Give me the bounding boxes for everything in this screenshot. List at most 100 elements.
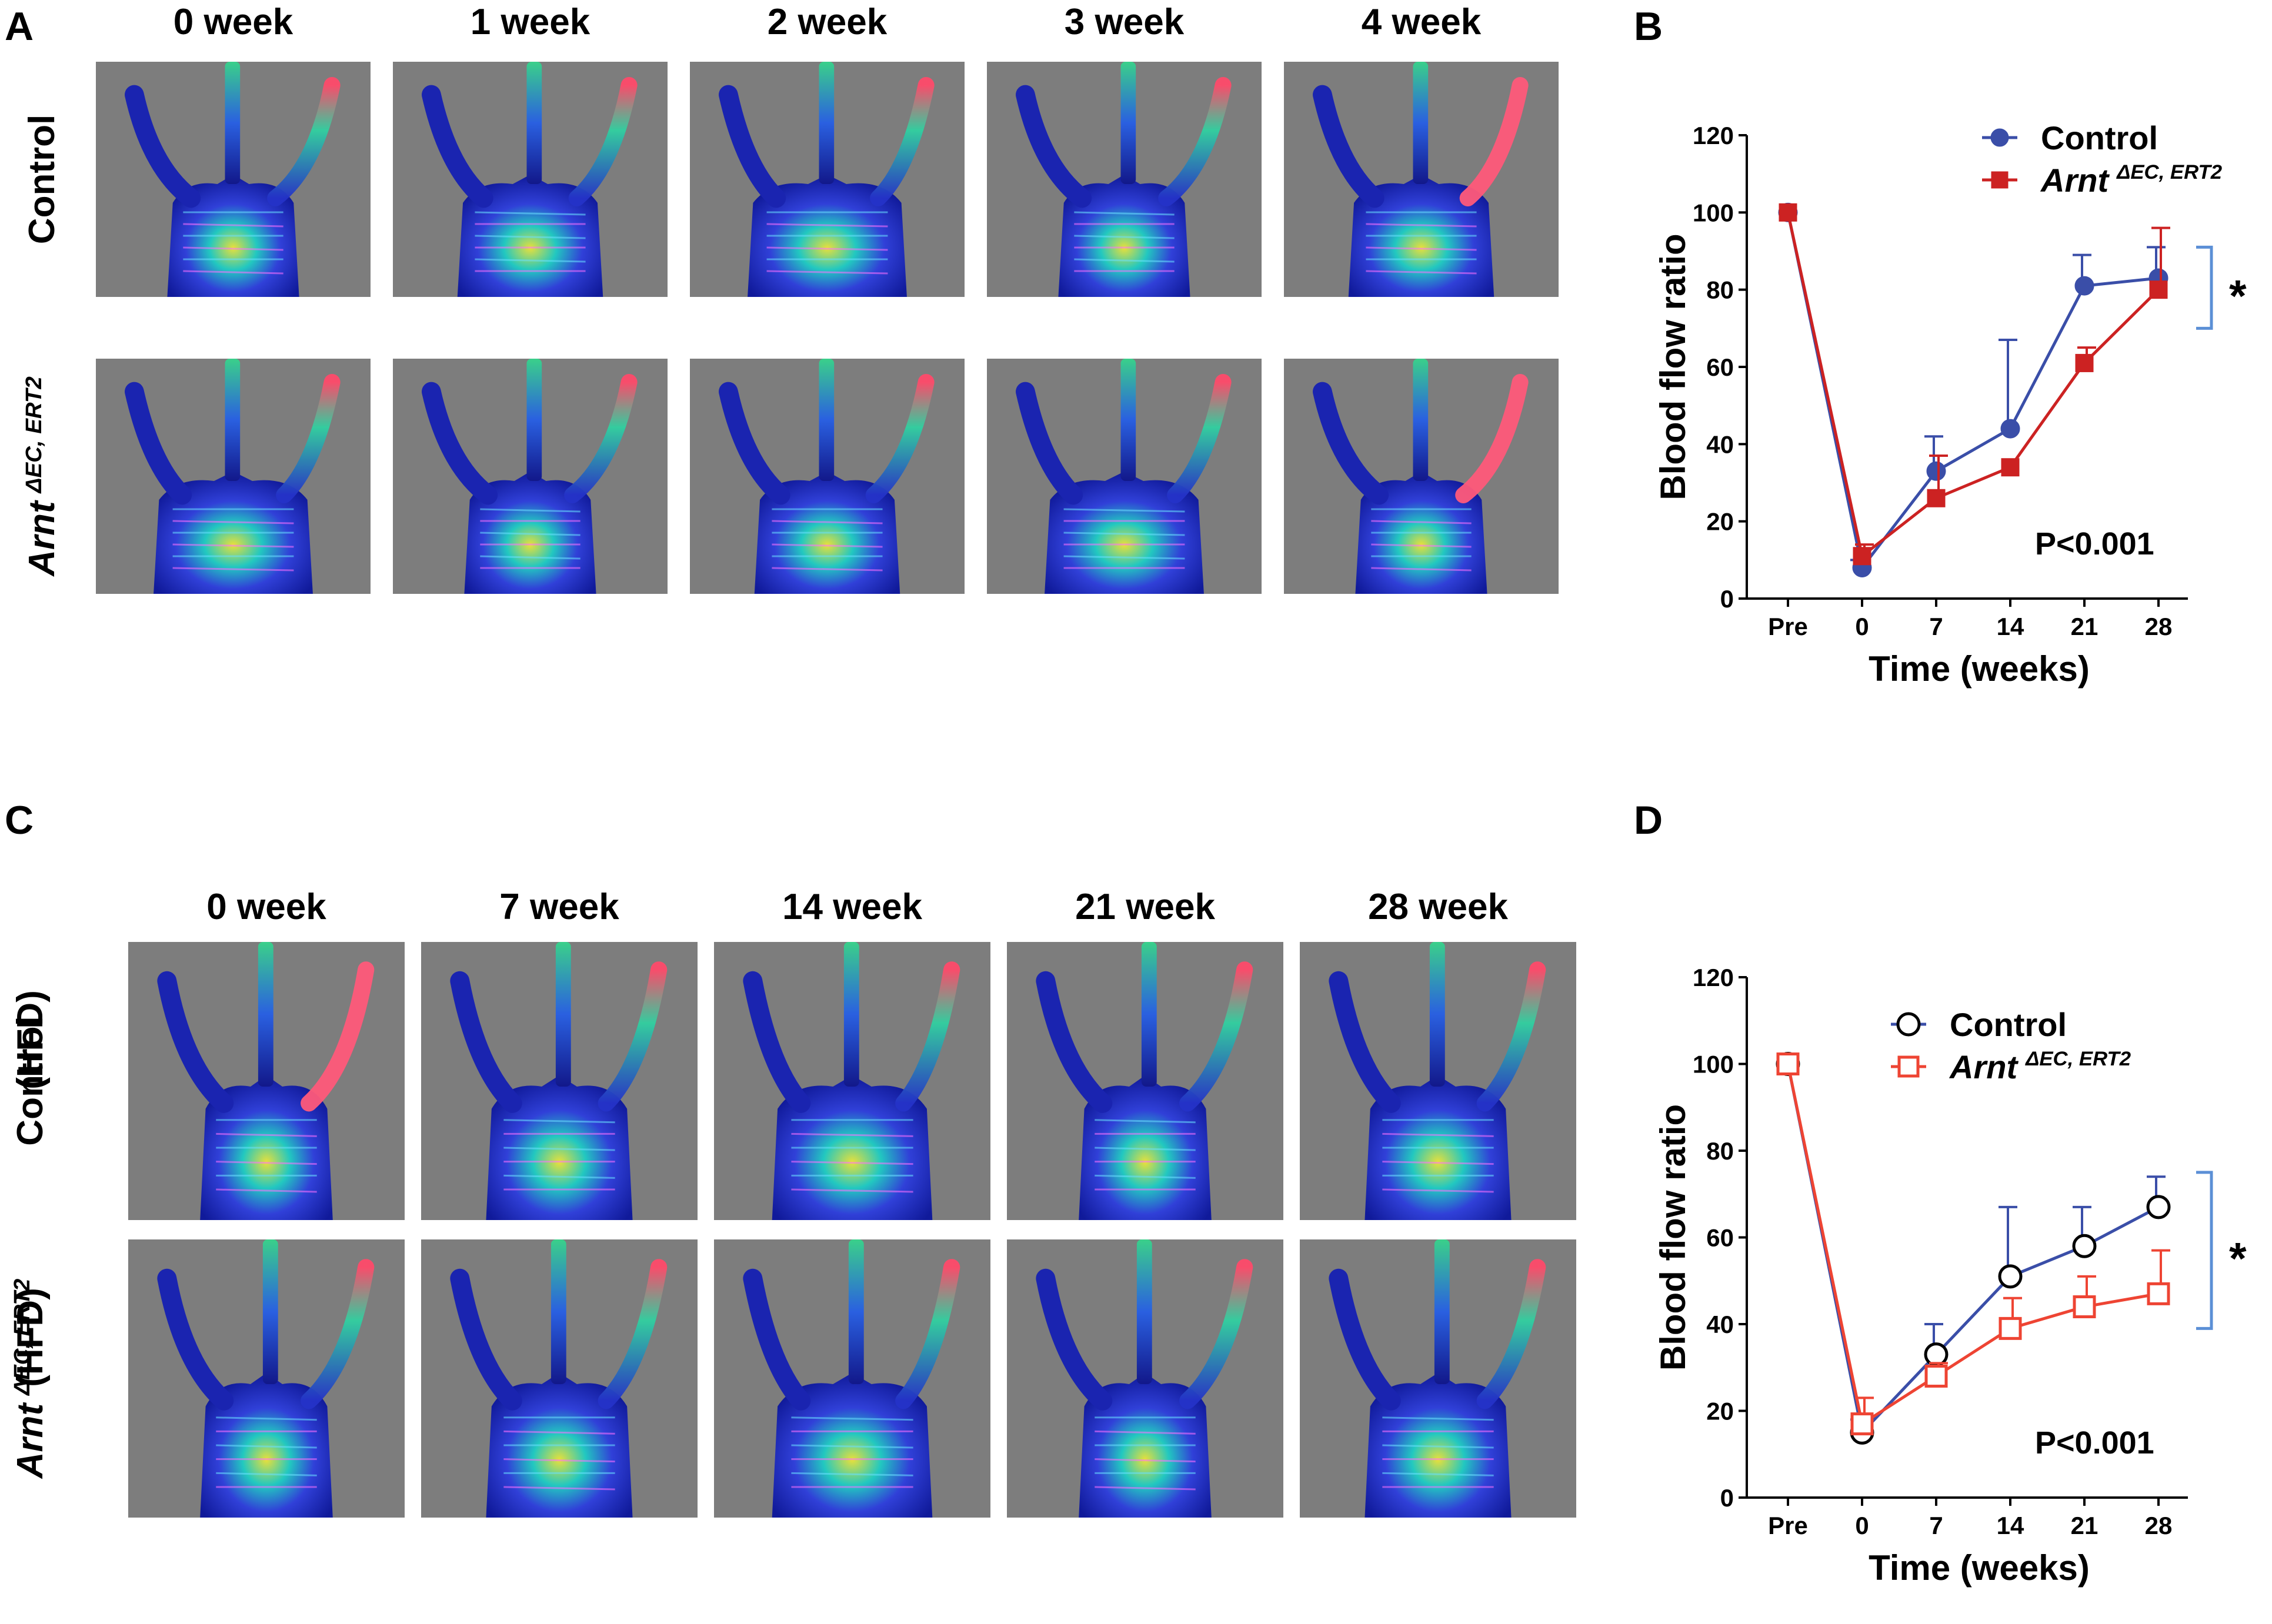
- panel-c-image-body: [1364, 1373, 1512, 1518]
- data-point: [2075, 353, 2094, 372]
- panel-a-image-tail: [1120, 359, 1136, 481]
- panel-a-image-right-limb: [267, 76, 341, 207]
- significance-star: *: [2229, 1234, 2247, 1284]
- y-tick-label: 0: [1720, 1484, 1734, 1512]
- y-tick-label: 0: [1720, 585, 1734, 613]
- series-arnt: [1779, 203, 2170, 566]
- panel-a-image-speckle: [1063, 508, 1185, 513]
- panel-a-image-left-limb: [1016, 382, 1083, 505]
- panel-c-row-label-line2: (HFD): [10, 990, 51, 1090]
- x-tick-label: 14: [1997, 1512, 2024, 1539]
- panel-a-image-speckle: [772, 543, 883, 548]
- panel-a-image-speckle: [480, 508, 580, 513]
- panel-a-image-left-limb: [1313, 382, 1389, 505]
- panel-a-image-body: [464, 472, 596, 594]
- legend-marker: [1991, 171, 2009, 189]
- panel-c-image-speckle: [791, 1444, 913, 1449]
- p-value: P<0.001: [2035, 526, 2154, 562]
- panel-a-image: [987, 359, 1262, 594]
- panel-c-image-tail: [262, 1239, 278, 1384]
- panel-c-column-label: 21 week: [1075, 887, 1215, 927]
- data-point: [1999, 1316, 2022, 1340]
- panel-a-row-label-text: Arnt ΔEC, ERT2: [21, 376, 62, 577]
- panel-c-image-speckle: [1382, 1188, 1494, 1193]
- panel-a-row-label-text-superscript: ΔEC, ERT2: [21, 376, 46, 494]
- x-tick-label: 21: [2071, 613, 2098, 640]
- panel-a-image-right-limb: [568, 76, 638, 207]
- panel-a-letter: A: [5, 4, 34, 49]
- panel-a-image-speckle: [1371, 567, 1472, 572]
- series-line: [1786, 1063, 2159, 1426]
- legend-label-text: Arnt: [1949, 1048, 2019, 1085]
- panel-c-image-speckle: [1095, 1119, 1196, 1124]
- panel-c-column-label: 14 week: [782, 887, 922, 927]
- panel-d-chart: 0 20 40 60 80 100 120 Pre 0 7 14 21 28 Time (weeks) Bl…: [1653, 964, 2247, 1588]
- panel-a-image-tail: [526, 62, 542, 184]
- panel-a-image-speckle: [1074, 235, 1175, 239]
- panel-c-image-right-limb: [1476, 961, 1546, 1112]
- panel-a-image-speckle: [772, 520, 883, 524]
- panel-c-image-speckle: [1095, 1174, 1196, 1179]
- x-tick-label: 28: [2145, 613, 2173, 640]
- panel-a-image-right-limb: [1455, 373, 1529, 504]
- panel-c-image-body: [486, 1075, 633, 1220]
- panel-a-column-label: 3 week: [1065, 2, 1185, 42]
- panel-a-image-left-limb: [125, 382, 192, 505]
- y-tick-label: 120: [1693, 122, 1734, 149]
- panel-b-chart: 0 20 40 60 80 100 120 Pre 0 7 14 21 28 Time (weeks) Bl…: [1653, 119, 2247, 689]
- panel-a-image-speckle: [172, 520, 294, 524]
- panel-a-image-right-limb: [564, 373, 638, 504]
- panel-c-image-right-limb: [598, 1259, 668, 1409]
- panel-c-image-left-limb: [157, 1268, 234, 1411]
- series-control: [1776, 1052, 2171, 1445]
- panel-b-letter: B: [1634, 4, 1663, 49]
- panel-a-image-body: [1045, 472, 1204, 594]
- panel-c-image-speckle: [1382, 1161, 1494, 1165]
- panel-c-image-speckle: [791, 1472, 913, 1476]
- panel-c-image-right-limb: [1476, 1259, 1546, 1409]
- panel-c-image-speckle: [1095, 1147, 1196, 1151]
- panel-c-image-speckle: [503, 1486, 615, 1491]
- panel-c-image-speckle: [503, 1119, 615, 1124]
- panel-c-image-left-limb: [157, 971, 234, 1113]
- y-axis-title: Blood flow ratio: [1653, 1104, 1693, 1371]
- panel-a-image-tail: [225, 359, 241, 481]
- panel-a-image-speckle: [475, 211, 586, 216]
- legend-marker: [1990, 128, 2009, 147]
- x-tick-label: 0: [1855, 613, 1869, 640]
- panel-a-image-speckle: [1074, 211, 1175, 216]
- data-point: [2072, 1234, 2097, 1258]
- data-point: [2146, 1195, 2171, 1219]
- significance-bracket: [2196, 245, 2213, 330]
- panel-c-image-right-limb: [1179, 961, 1253, 1112]
- panel-c-image: [1300, 1239, 1576, 1518]
- data-point: [2073, 1295, 2096, 1318]
- panel-a-image-right-limb: [1158, 76, 1232, 207]
- panel-a-image-speckle: [766, 270, 888, 275]
- panel-c-image-speckle: [216, 1416, 317, 1421]
- panel-c-image-tail: [258, 942, 273, 1087]
- legend-label: Control: [2041, 119, 2158, 156]
- panel-a-image-speckle: [183, 270, 283, 275]
- p-value: P<0.001: [2035, 1425, 2154, 1461]
- panel-a-row-label-text: Control: [22, 115, 62, 244]
- panel-c-image-right-limb: [895, 1259, 960, 1409]
- panel-a-image-tail: [819, 62, 835, 184]
- panel-a-row-label-text-text: Arnt: [22, 500, 62, 577]
- panel-c-image-speckle: [216, 1472, 317, 1476]
- panel-a-image-tail: [1413, 359, 1429, 481]
- data-point: [2074, 276, 2094, 296]
- panel-c-image-speckle: [503, 1147, 615, 1151]
- panel-c-image: [714, 1239, 990, 1518]
- panel-a-image-right-limb: [276, 373, 341, 504]
- panel-d-letter: D: [1634, 798, 1663, 843]
- panel-c-image-speckle: [791, 1161, 913, 1165]
- x-tick-label: 21: [2071, 1512, 2098, 1539]
- panel-c-image-speckle: [503, 1458, 615, 1463]
- panel-c-image-speckle: [216, 1444, 317, 1449]
- panel-c-row-labels: Control(HFD)ArntΔEC, ERT2(HFD): [9, 990, 51, 1479]
- panel-c-image-body: [200, 1373, 333, 1518]
- x-tick-label: Pre: [1768, 613, 1808, 640]
- panel-c-image-left-limb: [1036, 1268, 1113, 1411]
